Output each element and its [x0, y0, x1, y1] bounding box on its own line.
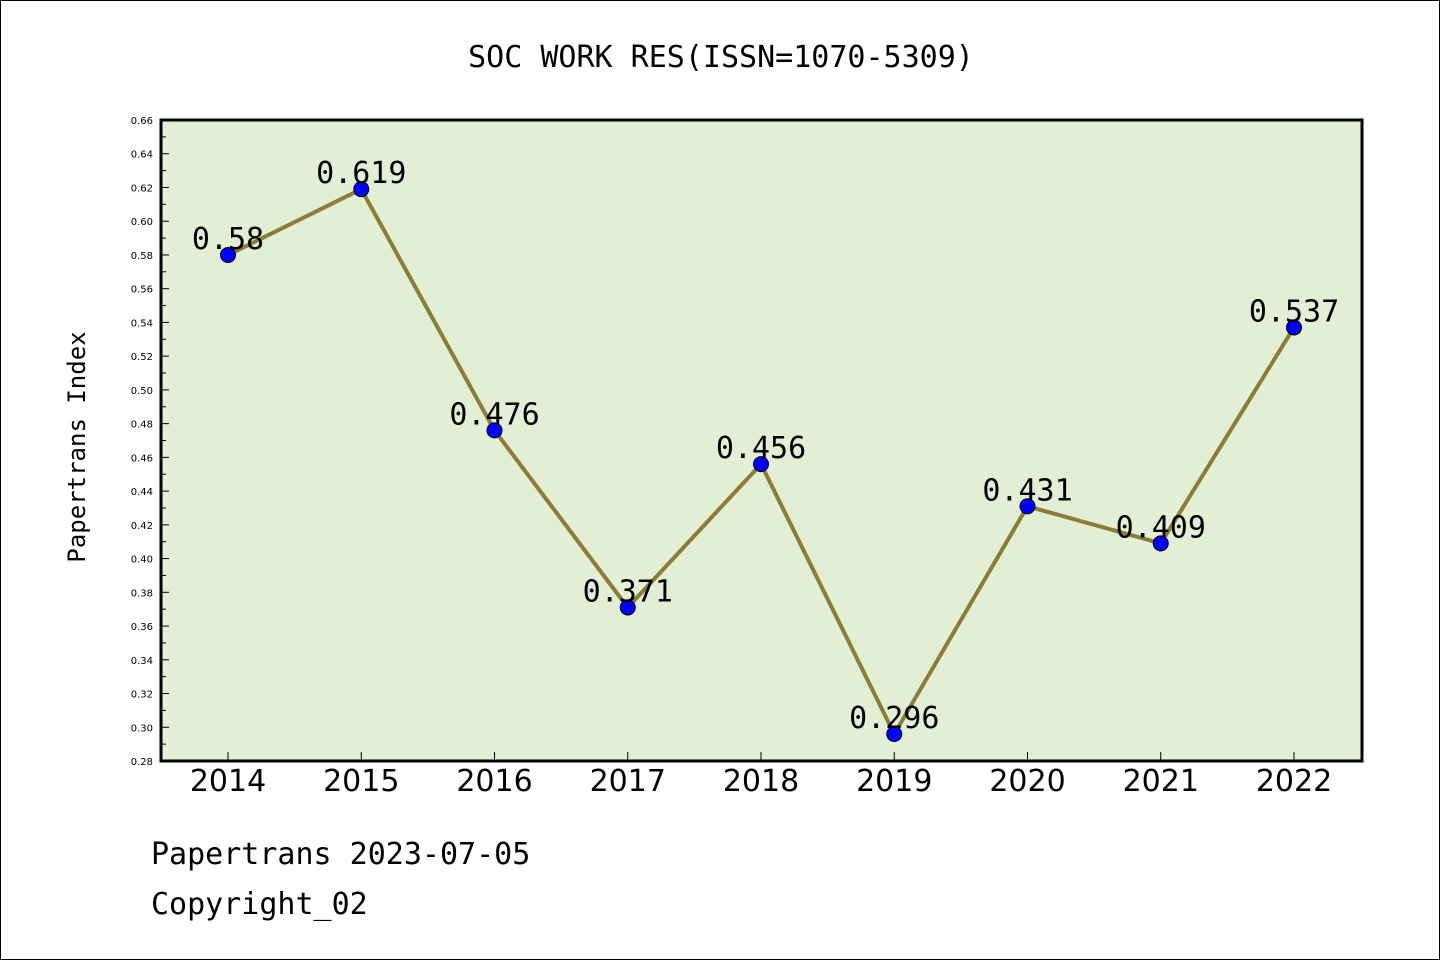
data-point [753, 456, 769, 473]
y-tick-label: 0.42 [131, 521, 153, 532]
data-label: 0.537 [1249, 294, 1339, 329]
x-tick-label: 2022 [1256, 764, 1332, 799]
y-tick-label: 0.34 [131, 656, 153, 667]
x-tick-label: 2017 [590, 764, 666, 799]
x-tick-label: 2018 [723, 764, 799, 799]
x-axis-ticks: 2014 2015 2016 2017 2018 2019 2020 2021 2022 [190, 752, 1332, 799]
data-point [1286, 319, 1302, 336]
data-point [486, 422, 503, 439]
y-tick-label: 0.60 [131, 217, 153, 228]
data-point [1152, 535, 1169, 552]
y-tick-label: 0.56 [131, 285, 153, 296]
data-labels: 0.58 0.619 0.476 0.371 0.456 0.296 0.431 0.409 0… [192, 156, 1339, 736]
y-tick-label: 0.52 [131, 352, 153, 363]
data-label: 0.409 [1116, 510, 1206, 545]
footer-date-text: Papertrans 2023-07-05 [151, 837, 531, 872]
data-point [1019, 498, 1036, 515]
x-tick-label: 2020 [989, 764, 1065, 799]
y-tick-label: 0.32 [131, 690, 153, 701]
y-tick-label: 0.36 [131, 622, 153, 633]
y-tick-label: 0.28 [131, 757, 153, 768]
y-tick-label: 0.46 [131, 453, 153, 464]
y-tick-label: 0.48 [131, 420, 153, 431]
y-tick-label: 0.50 [131, 386, 153, 397]
y-tick-label: 0.58 [131, 251, 153, 262]
data-label: 0.296 [849, 701, 939, 736]
data-label: 0.476 [449, 397, 539, 432]
y-tick-label: 0.30 [131, 723, 153, 734]
y-tick-label: 0.64 [131, 150, 153, 161]
footer-copyright-text: Copyright_02 [151, 887, 368, 922]
x-tick-label: 2014 [190, 764, 266, 799]
plot-border [159, 118, 1364, 763]
y-tick-label: 0.62 [131, 183, 153, 194]
x-tick-label: 2015 [323, 764, 399, 799]
y-tick-label: 0.40 [131, 555, 153, 566]
data-point [886, 726, 903, 743]
x-tick-label: 2021 [1123, 764, 1199, 799]
y-tick-label: 0.44 [131, 487, 153, 498]
series-group [220, 181, 1302, 743]
data-label: 0.456 [716, 431, 806, 466]
x-tick-label: 2019 [856, 764, 932, 799]
y-tick-label: 0.38 [131, 588, 153, 599]
data-point [619, 599, 636, 616]
data-label: 0.58 [192, 222, 264, 257]
data-point [220, 246, 236, 263]
data-point [353, 181, 370, 198]
y-tick-label: 0.54 [131, 318, 153, 329]
data-label: 0.619 [316, 156, 406, 191]
x-tick-label: 2016 [456, 764, 532, 799]
data-label: 0.431 [982, 473, 1072, 508]
y-tick-label: 0.66 [131, 116, 153, 127]
y-axis-label: Papertrans Index [63, 331, 91, 562]
data-label: 0.371 [583, 574, 673, 609]
plot-area [161, 120, 1362, 761]
chart-title: SOC WORK RES(ISSN=1070-5309) [468, 40, 974, 75]
